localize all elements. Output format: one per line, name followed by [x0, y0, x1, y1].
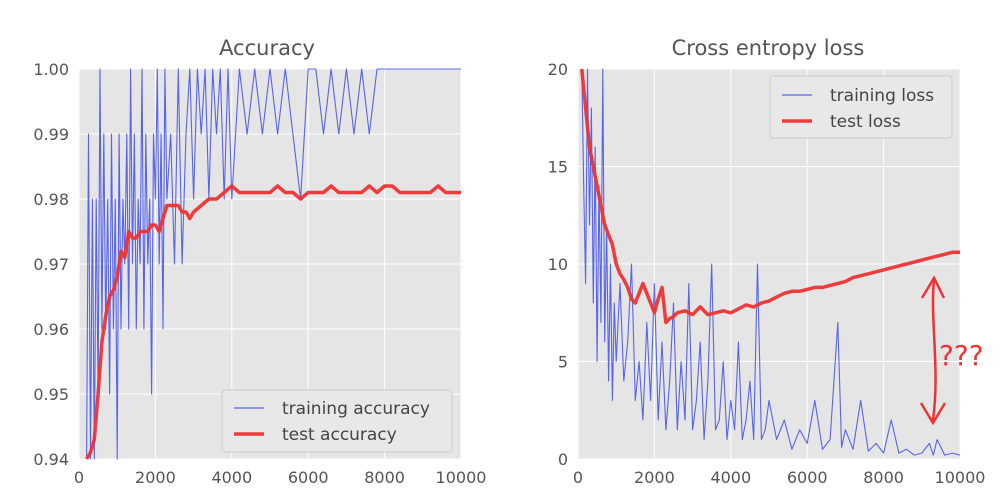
gap-annotation-label: ???: [939, 339, 984, 372]
gap-arrow-line: [931, 279, 937, 421]
y-tick-label: 0.99: [33, 125, 69, 144]
accuracy-legend: training accuracy test accuracy: [221, 389, 453, 453]
legend-label-test-accuracy: test accuracy: [282, 425, 397, 445]
x-tick-label: 2000: [634, 468, 675, 487]
loss-chart-title: Cross entropy loss: [672, 36, 865, 60]
loss-chart: Cross entropy loss 0 2000 4000 6000 8000 1000…: [548, 36, 986, 487]
y-tick-label: 20: [548, 60, 568, 79]
series-line-training-accuracy: [86, 68, 461, 460]
accuracy-chart-title: Accuracy: [219, 36, 315, 60]
gap-arrow-head-up: [920, 275, 946, 299]
x-tick-label: 6000: [288, 468, 329, 487]
series-line-training-loss: [581, 68, 961, 456]
loss-legend: training loss test loss: [769, 75, 953, 139]
legend-label-training-loss: training loss: [830, 86, 934, 106]
y-tick-label: 0.94: [33, 450, 69, 469]
y-tick-label: 5: [558, 353, 568, 372]
y-tick-label: 0: [558, 450, 568, 469]
y-tick-label: 0.98: [33, 190, 69, 209]
gap-annotation: ???: [919, 275, 984, 426]
y-tick-label: 0.95: [33, 385, 69, 404]
x-tick-label: 10000: [935, 468, 986, 487]
x-tick-label: 4000: [211, 468, 252, 487]
loss-legend-box: [769, 75, 953, 139]
gap-arrow-head-down: [919, 402, 947, 426]
series-line-test-accuracy: [85, 184, 461, 460]
x-tick-label: 2000: [135, 468, 176, 487]
accuracy-legend-box: [221, 389, 453, 453]
y-tick-label: 0.96: [33, 320, 69, 339]
x-tick-label: 8000: [863, 468, 904, 487]
y-tick-label: 15: [548, 158, 568, 177]
loss-series: [580, 68, 961, 456]
accuracy-chart: Accuracy 0 2000 4000 6000 8000 100000.940.950…: [33, 36, 486, 487]
x-tick-label: 6000: [787, 468, 828, 487]
x-tick-label: 10000: [436, 468, 487, 487]
legend-label-test-loss: test loss: [830, 112, 901, 132]
legend-label-training-accuracy: training accuracy: [282, 399, 430, 419]
x-tick-label: 0: [573, 468, 583, 487]
x-tick-label: 0: [74, 468, 84, 487]
loss-ticks: 0 2000 4000 6000 8000 10000 0 5 10 15 20: [548, 60, 986, 487]
accuracy-grid: [78, 68, 462, 460]
y-tick-label: 10: [548, 255, 568, 274]
y-tick-label: 0.97: [33, 255, 69, 274]
series-line-test-loss: [580, 68, 960, 325]
accuracy-series: [85, 68, 461, 460]
y-tick-label: 1.00: [33, 60, 69, 79]
accuracy-ticks: 0 2000 4000 6000 8000 10000 0.94 0.95 0.96 0.97 0.…: [33, 60, 486, 487]
x-tick-label: 4000: [710, 468, 751, 487]
x-tick-label: 8000: [364, 468, 405, 487]
